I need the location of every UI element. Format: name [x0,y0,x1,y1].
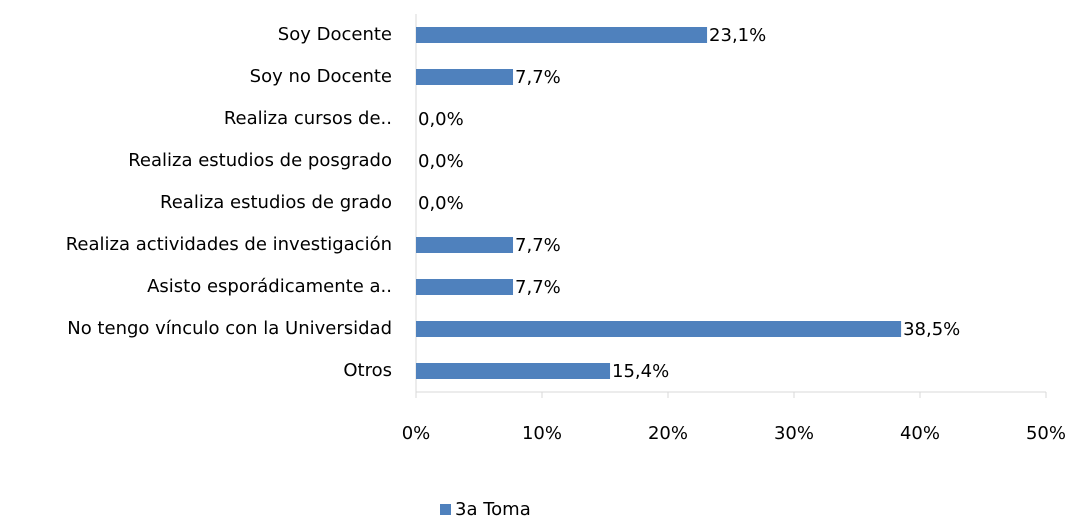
x-tick-label: 30% [774,423,814,444]
x-tick-label: 10% [522,423,562,444]
category-label: No tengo vínculo con la Universidad [67,318,392,339]
category-label: Realiza estudios de posgrado [128,150,392,171]
category-label: Asisto esporádicamente a.. [147,276,392,297]
bar [416,321,902,337]
value-label: 23,1% [709,25,766,46]
bar [416,279,514,295]
value-label: 0,0% [418,151,464,172]
value-label: 0,0% [418,193,464,214]
bar [416,69,514,85]
bar [416,237,514,253]
value-label: 7,7% [515,67,561,88]
category-label: Realiza actividades de investigación [66,234,392,255]
value-label: 15,4% [612,361,669,382]
bar [416,27,708,43]
category-label: Soy no Docente [250,66,392,87]
value-label: 7,7% [515,277,561,298]
x-tick-label: 50% [1026,423,1066,444]
category-label: Otros [343,360,392,381]
category-label: Realiza estudios de grado [160,192,392,213]
value-label: 38,5% [903,319,960,340]
legend-swatch [440,504,451,515]
category-label: Realiza cursos de.. [224,108,392,129]
x-tick-label: 0% [402,423,431,444]
legend-label: 3a Toma [455,499,531,520]
value-label: 7,7% [515,235,561,256]
bar [416,363,611,379]
category-label: Soy Docente [278,24,392,45]
x-tick-label: 20% [648,423,688,444]
x-tick-label: 40% [900,423,940,444]
value-label: 0,0% [418,109,464,130]
